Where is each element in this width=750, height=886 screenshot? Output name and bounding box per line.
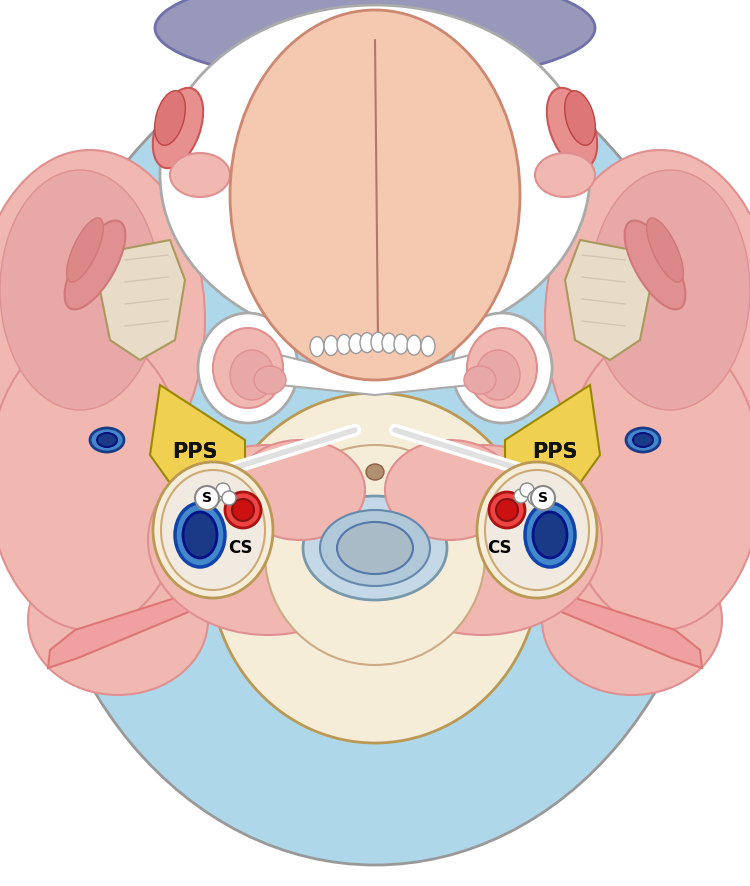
Text: PPS: PPS: [172, 442, 217, 462]
Ellipse shape: [324, 336, 338, 355]
Ellipse shape: [562, 330, 750, 630]
Ellipse shape: [421, 337, 435, 356]
Polygon shape: [150, 385, 245, 490]
Ellipse shape: [382, 333, 396, 354]
Ellipse shape: [525, 503, 575, 567]
Ellipse shape: [155, 0, 595, 83]
Ellipse shape: [565, 90, 596, 145]
Ellipse shape: [452, 313, 552, 423]
Ellipse shape: [183, 512, 217, 558]
Ellipse shape: [366, 464, 384, 480]
Ellipse shape: [148, 445, 388, 635]
Ellipse shape: [394, 334, 408, 354]
Polygon shape: [565, 240, 650, 360]
Ellipse shape: [476, 350, 520, 400]
Ellipse shape: [67, 218, 104, 282]
Ellipse shape: [0, 330, 188, 630]
Ellipse shape: [90, 428, 124, 452]
Ellipse shape: [97, 433, 117, 447]
Ellipse shape: [230, 10, 520, 380]
Circle shape: [514, 489, 528, 503]
Text: CS: CS: [228, 539, 253, 557]
Ellipse shape: [265, 445, 485, 665]
Ellipse shape: [175, 503, 225, 567]
Ellipse shape: [349, 333, 363, 354]
Circle shape: [496, 499, 518, 521]
Ellipse shape: [213, 328, 283, 408]
Ellipse shape: [28, 545, 208, 695]
Text: PPS: PPS: [532, 442, 578, 462]
Polygon shape: [505, 385, 600, 490]
Ellipse shape: [198, 313, 298, 423]
Circle shape: [531, 486, 555, 510]
Ellipse shape: [0, 150, 205, 490]
Circle shape: [195, 486, 219, 510]
Ellipse shape: [477, 462, 597, 598]
Ellipse shape: [362, 445, 602, 635]
Ellipse shape: [254, 366, 286, 394]
Text: PPS: PPS: [532, 442, 578, 462]
Ellipse shape: [230, 350, 274, 400]
Ellipse shape: [533, 512, 567, 558]
Ellipse shape: [371, 332, 385, 353]
Ellipse shape: [337, 522, 413, 574]
Ellipse shape: [633, 433, 653, 447]
Circle shape: [222, 491, 236, 505]
Ellipse shape: [547, 88, 597, 168]
Ellipse shape: [153, 462, 273, 598]
Ellipse shape: [160, 5, 590, 345]
Polygon shape: [48, 590, 200, 668]
Ellipse shape: [626, 428, 660, 452]
Polygon shape: [100, 240, 185, 360]
Ellipse shape: [625, 221, 686, 309]
Ellipse shape: [464, 366, 496, 394]
Ellipse shape: [590, 170, 750, 410]
Ellipse shape: [545, 150, 750, 490]
Ellipse shape: [385, 440, 515, 540]
Ellipse shape: [0, 170, 160, 410]
Ellipse shape: [154, 90, 185, 145]
Text: S: S: [202, 491, 212, 505]
Text: S: S: [538, 491, 548, 505]
Ellipse shape: [210, 393, 540, 743]
Ellipse shape: [467, 328, 537, 408]
Polygon shape: [280, 355, 470, 395]
Text: PPS: PPS: [172, 442, 217, 462]
Circle shape: [216, 483, 230, 497]
Text: CS: CS: [488, 539, 512, 557]
Ellipse shape: [310, 337, 324, 357]
Circle shape: [225, 492, 261, 528]
Ellipse shape: [542, 545, 722, 695]
Ellipse shape: [170, 153, 230, 197]
Ellipse shape: [411, 464, 429, 480]
Ellipse shape: [407, 335, 421, 355]
Circle shape: [208, 489, 222, 503]
Ellipse shape: [485, 470, 589, 590]
Ellipse shape: [30, 35, 720, 865]
Circle shape: [232, 499, 254, 521]
Ellipse shape: [64, 221, 125, 309]
Ellipse shape: [320, 510, 430, 586]
Circle shape: [489, 492, 525, 528]
Ellipse shape: [535, 153, 595, 197]
Circle shape: [528, 491, 542, 505]
Ellipse shape: [337, 335, 351, 354]
Ellipse shape: [153, 88, 203, 168]
Circle shape: [520, 483, 534, 497]
Ellipse shape: [303, 496, 447, 600]
Ellipse shape: [646, 218, 683, 282]
Ellipse shape: [161, 470, 265, 590]
Polygon shape: [550, 590, 702, 668]
Ellipse shape: [360, 332, 374, 353]
Ellipse shape: [235, 440, 365, 540]
